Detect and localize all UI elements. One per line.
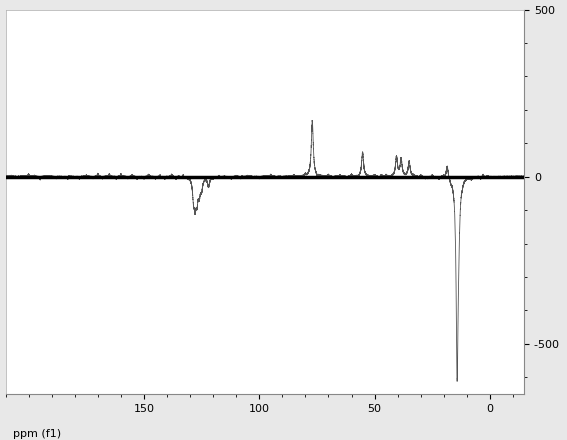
X-axis label: ppm (f1): ppm (f1)	[12, 429, 61, 439]
